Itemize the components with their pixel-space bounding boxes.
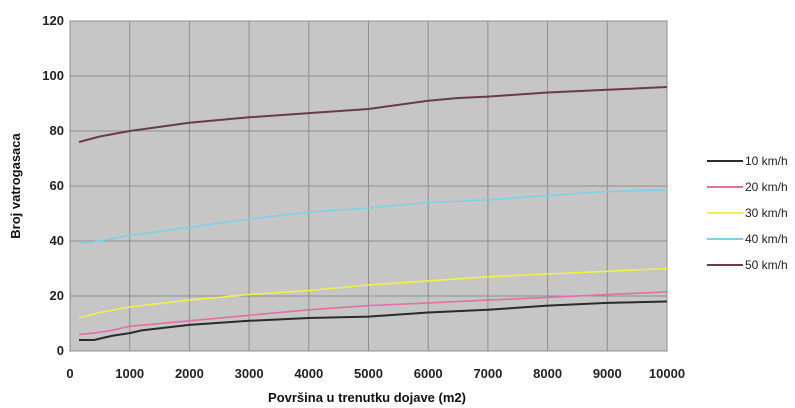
series-lines [78, 86, 668, 341]
legend-label: 50 km/h [745, 258, 788, 272]
legend-label: 10 km/h [745, 154, 788, 168]
x-tick-label: 4000 [294, 366, 323, 381]
legend-label: 40 km/h [745, 232, 788, 246]
x-tick-label: 8000 [533, 366, 562, 381]
legend-label: 30 km/h [745, 206, 788, 220]
x-tick-label: 3000 [235, 366, 264, 381]
x-axis-title: Površina u trenutku dojave (m2) [268, 390, 466, 405]
series-line [79, 300, 668, 341]
x-tick-label: 7000 [473, 366, 502, 381]
y-axis-title: Broj vatrogasaca [8, 132, 23, 238]
y-tick-label: 60 [50, 178, 64, 193]
series-line [78, 86, 668, 143]
y-axis-ticks: 0 20 40 60 80 100 120 [42, 13, 64, 358]
x-tick-label: 2000 [175, 366, 204, 381]
x-tick-label: 5000 [354, 366, 383, 381]
series-line [78, 267, 668, 319]
y-tick-label: 40 [50, 233, 64, 248]
y-tick-label: 120 [42, 13, 64, 28]
series-line [78, 189, 668, 245]
x-tick-label: 10000 [649, 366, 685, 381]
series-line [78, 291, 668, 336]
x-tick-label: 1000 [115, 366, 144, 381]
y-tick-label: 100 [42, 68, 64, 83]
legend: 10 km/h 20 km/h 30 km/h 40 km/h 50 km/h [707, 154, 788, 272]
y-tick-label: 0 [57, 343, 64, 358]
y-tick-label: 20 [50, 288, 64, 303]
x-tick-label: 9000 [593, 366, 622, 381]
gridlines [69, 20, 668, 352]
legend-label: 20 km/h [745, 180, 788, 194]
x-axis-ticks: 0 1000 2000 3000 4000 5000 6000 7000 8000 9000 100… [66, 366, 685, 381]
y-tick-label: 80 [50, 123, 64, 138]
x-tick-label: 0 [66, 366, 73, 381]
x-tick-label: 6000 [414, 366, 443, 381]
